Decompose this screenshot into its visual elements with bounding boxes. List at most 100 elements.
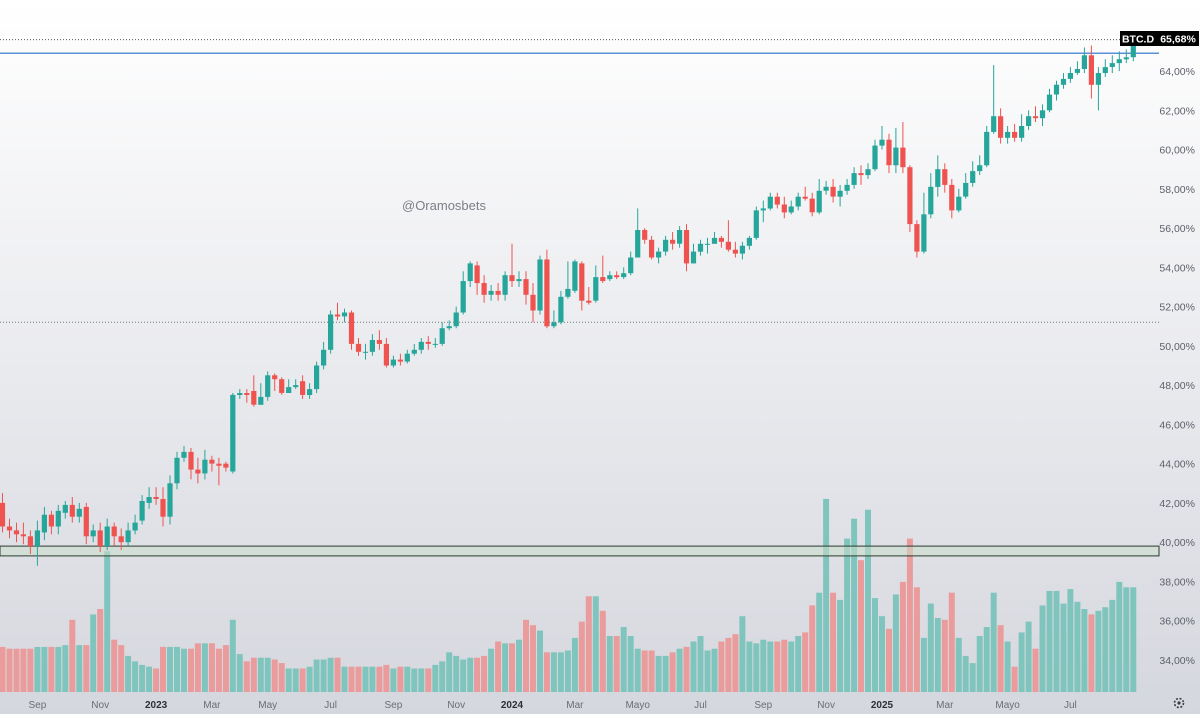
candle-body bbox=[286, 387, 292, 393]
candle bbox=[362, 343, 369, 360]
candle bbox=[230, 393, 236, 474]
volume-bar bbox=[1095, 610, 1102, 692]
candle bbox=[321, 341, 327, 370]
candle bbox=[858, 165, 864, 185]
volume-bar bbox=[662, 655, 669, 692]
candle-body bbox=[376, 340, 382, 344]
candle bbox=[481, 275, 487, 303]
volume-bar bbox=[299, 668, 306, 692]
candle bbox=[1026, 110, 1032, 130]
volume-bar bbox=[550, 652, 557, 692]
candle-body bbox=[844, 184, 850, 191]
candle bbox=[111, 522, 117, 547]
candle bbox=[118, 528, 124, 551]
price-tag-background bbox=[1157, 31, 1199, 46]
candle-body bbox=[628, 257, 634, 274]
candle-body bbox=[1095, 73, 1101, 85]
candle-body bbox=[593, 277, 599, 301]
candle bbox=[418, 338, 424, 354]
volume-bar bbox=[146, 666, 153, 692]
volume-bar bbox=[557, 652, 564, 692]
volume-bar bbox=[194, 643, 201, 692]
candle bbox=[991, 65, 997, 134]
volume-bar bbox=[41, 646, 48, 692]
volume-bar bbox=[523, 619, 529, 692]
x-tick-label: Sep bbox=[385, 700, 403, 711]
candle bbox=[677, 226, 683, 248]
candle-body bbox=[383, 343, 389, 366]
x-tick-label: Nov bbox=[91, 700, 109, 711]
candle-body bbox=[1088, 55, 1094, 85]
candle-body bbox=[516, 279, 522, 282]
volume-bar bbox=[543, 652, 550, 692]
candle bbox=[683, 224, 690, 272]
candle-body bbox=[146, 497, 152, 503]
candle-body bbox=[774, 196, 780, 205]
volume-bar bbox=[20, 648, 27, 692]
volume-bar bbox=[1032, 648, 1039, 692]
candle bbox=[20, 522, 26, 545]
candle bbox=[663, 235, 669, 256]
volume-bar bbox=[851, 518, 858, 692]
candle-body bbox=[83, 506, 89, 537]
symbol-tag: BTC.D bbox=[1122, 34, 1154, 46]
candle-body bbox=[69, 504, 75, 517]
candle-body bbox=[942, 169, 948, 185]
candle-body bbox=[237, 393, 243, 395]
volume-bar bbox=[27, 648, 34, 692]
candle-body bbox=[998, 116, 1004, 138]
candle bbox=[223, 461, 229, 472]
candle-body bbox=[418, 341, 424, 350]
volume-bar bbox=[844, 538, 851, 692]
candle bbox=[272, 373, 278, 391]
candle bbox=[467, 261, 473, 287]
candle-body bbox=[718, 237, 724, 242]
volume-bar bbox=[48, 646, 55, 692]
volume-bar bbox=[983, 627, 990, 692]
candle bbox=[558, 290, 564, 325]
candle-body bbox=[816, 190, 822, 213]
volume-bar bbox=[90, 614, 97, 692]
candle bbox=[265, 371, 271, 401]
y-tick-label: 50,00% bbox=[1159, 341, 1195, 353]
volume-bar bbox=[425, 668, 432, 692]
volume-bar bbox=[913, 587, 920, 692]
candle-body bbox=[572, 261, 578, 291]
volume-bar bbox=[648, 650, 655, 692]
candle bbox=[690, 243, 697, 264]
candle-body bbox=[683, 230, 690, 264]
candle bbox=[893, 127, 899, 174]
y-tick-label: 54,00% bbox=[1159, 262, 1195, 274]
volume-bar bbox=[132, 661, 139, 692]
candle bbox=[949, 179, 955, 219]
volume-bar bbox=[1039, 605, 1046, 692]
candle-body bbox=[690, 251, 697, 264]
volume-bar bbox=[683, 646, 690, 692]
candle bbox=[697, 239, 704, 256]
volume-bar bbox=[934, 618, 941, 692]
candle-body bbox=[502, 275, 508, 295]
candle-body bbox=[921, 214, 927, 252]
volume-bar bbox=[920, 637, 927, 692]
candle bbox=[13, 522, 20, 543]
volume-bar bbox=[474, 657, 481, 692]
volume-bar bbox=[823, 498, 830, 692]
candle bbox=[998, 108, 1004, 144]
candle bbox=[537, 255, 543, 315]
volume-bar bbox=[0, 646, 6, 692]
candle bbox=[1012, 124, 1018, 142]
volume-bar bbox=[578, 621, 585, 692]
candle-body bbox=[725, 241, 731, 250]
candle-body bbox=[1046, 94, 1053, 111]
candle-body bbox=[390, 359, 396, 366]
volume-bar bbox=[1102, 607, 1109, 692]
candle bbox=[774, 192, 780, 209]
candles bbox=[0, 33, 1136, 566]
volume-bar bbox=[83, 645, 90, 692]
time-axis[interactable]: Sep Nov 2023 Mar May Jul Sep Nov 2024 Mar Mayo Jul S… bbox=[29, 700, 1077, 711]
settings-gear-icon[interactable] bbox=[1173, 697, 1185, 709]
y-tick-label: 64,00% bbox=[1159, 66, 1195, 78]
candle bbox=[181, 446, 187, 462]
price-axis[interactable]: 34,00% 36,00% 38,00% 40,00% 42,00% 44,00% 46,0… bbox=[1159, 66, 1195, 667]
